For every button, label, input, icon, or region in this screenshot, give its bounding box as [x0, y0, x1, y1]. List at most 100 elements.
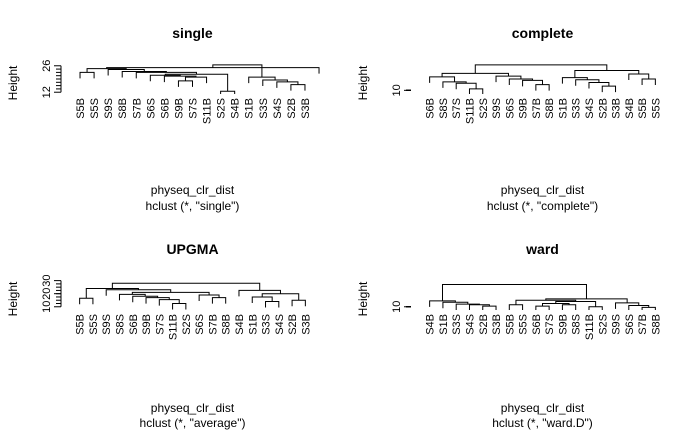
leaf-label: S7B — [131, 98, 143, 119]
leaf-label: S5S — [518, 314, 530, 335]
leaf-label: S4S — [272, 98, 284, 119]
leaf-label: S2B — [286, 98, 298, 119]
leaf-label: S4B — [624, 98, 636, 119]
leaf-label: S7S — [451, 98, 463, 119]
dendrogram-merge-2 — [290, 84, 306, 91]
leaf-label: S1B — [557, 98, 569, 119]
dendrogram-merge-11 — [561, 77, 588, 84]
dendrogram-merge-3 — [482, 305, 497, 310]
leaf-label: S7B — [531, 98, 543, 119]
dendrogram-merge-5 — [79, 297, 94, 305]
dendrogram-merge-12 — [79, 71, 95, 79]
leaf-label: S5S — [88, 314, 100, 335]
leaf-label: S7S — [544, 314, 556, 335]
chart-title: UPGMA — [166, 241, 218, 257]
leaf-label: S6B — [128, 314, 140, 335]
dendrogram-merge-3 — [535, 84, 550, 91]
y-axis-label: Height — [6, 281, 20, 316]
leaf-label: S6S — [194, 314, 206, 335]
dendrogram-merge-5 — [588, 82, 610, 89]
dendrogram-merge-17 — [111, 282, 261, 291]
leaf-label: S3B — [491, 314, 503, 335]
leaf-label: S8B — [221, 314, 233, 335]
leaf-label: S6S — [145, 98, 157, 119]
method-subtitle: hclust (*, "complete") — [487, 199, 598, 213]
dendrogram-merge-6 — [508, 304, 524, 310]
chart-title: ward — [525, 241, 559, 257]
leaf-label: S5S — [89, 98, 101, 119]
y-tick-label: 10 — [391, 84, 403, 96]
dendrogram-merge-7 — [468, 304, 490, 310]
dendrogram-merge-4 — [455, 82, 477, 90]
leaf-label: S4B — [234, 314, 246, 335]
dendrogram-merge-3 — [291, 299, 306, 307]
leaf-label: S9B — [173, 98, 185, 119]
leaf-label: S3B — [300, 98, 312, 119]
method-subtitle: hclust (*, "single") — [146, 199, 240, 213]
x-axis-label: physeq_clr_dist — [151, 183, 235, 197]
dendrogram-merge-15 — [515, 299, 577, 305]
dendrogram-merge-8 — [561, 304, 577, 310]
x-axis-label: physeq_clr_dist — [501, 401, 585, 415]
leaf-label: S6B — [531, 314, 543, 335]
leaf-label: S8B — [544, 98, 556, 119]
dendrogram-merge-6 — [211, 297, 227, 304]
leaf-label: S4B — [230, 98, 242, 119]
dendrogram-merge-14 — [107, 69, 145, 76]
x-axis-label: physeq_clr_dist — [501, 183, 585, 197]
leaf-label: S9B — [518, 98, 530, 119]
leaf-label: S11B — [202, 98, 214, 124]
leaf-label: S4S — [584, 98, 596, 119]
dendrogram-merge-4 — [177, 80, 193, 87]
y-axis-label: Height — [356, 281, 370, 316]
leaf-label: S5B — [75, 314, 87, 335]
dendrogram-merge-16 — [106, 67, 320, 74]
leaf-label: S2S — [181, 314, 193, 335]
leaf-label: S2B — [287, 314, 299, 335]
dendrogram-merge-11 — [135, 71, 197, 79]
leaf-label: S4S — [464, 314, 476, 335]
leaf-label: S5S — [650, 98, 662, 119]
leaf-label: S11B — [584, 314, 596, 340]
leaf-label: S9S — [611, 314, 623, 335]
dendrogram-merge-2 — [588, 306, 603, 310]
x-axis-label: physeq_clr_dist — [151, 401, 235, 415]
leaf-label: S4B — [425, 314, 437, 335]
dendrogram-merge-4 — [535, 305, 550, 310]
y-tick-label: 20 — [41, 288, 53, 300]
leaf-label: S3S — [451, 314, 463, 335]
y-axis-label: Height — [6, 65, 20, 100]
leaf-label: S8B — [650, 314, 662, 335]
dendrogram-merge-1 — [468, 88, 484, 94]
leaf-label: S8S — [114, 314, 126, 335]
dendrogram-merge-14 — [495, 75, 522, 83]
leaf-label: S3S — [571, 98, 583, 119]
y-tick-label: 10 — [41, 301, 53, 313]
leaf-label: S2S — [478, 98, 490, 119]
leaf-label: S9S — [101, 314, 113, 335]
dendrogram-merge-9 — [455, 303, 480, 310]
dendrogram-merge-2 — [601, 85, 617, 93]
dendrogram-merge-13 — [131, 291, 210, 295]
leaf-label: S6B — [159, 98, 171, 119]
leaf-label: S7B — [207, 314, 219, 335]
dendrogram-merge-6 — [442, 81, 467, 88]
dendrogram-merge-2 — [265, 301, 280, 308]
leaf-label: S9S — [491, 98, 503, 119]
chart-title: single — [172, 25, 213, 41]
leaf-label: S7S — [154, 314, 166, 335]
dendrogram-merge-7 — [145, 297, 170, 304]
dendrogram-merge-17 — [212, 64, 263, 78]
leaf-label: S2S — [216, 98, 228, 119]
leaf-label: S6S — [504, 98, 516, 119]
dendrogram-merge-17 — [474, 64, 608, 74]
leaf-label: S9S — [103, 98, 115, 119]
leaf-label: S8S — [571, 314, 583, 335]
method-subtitle: hclust (*, "ward.D") — [492, 416, 593, 430]
leaf-label: S11B — [464, 98, 476, 124]
y-tick-label: 12 — [41, 86, 53, 98]
dendrogram-merge-5 — [262, 79, 288, 86]
dendrogram-merge-8 — [251, 296, 273, 303]
